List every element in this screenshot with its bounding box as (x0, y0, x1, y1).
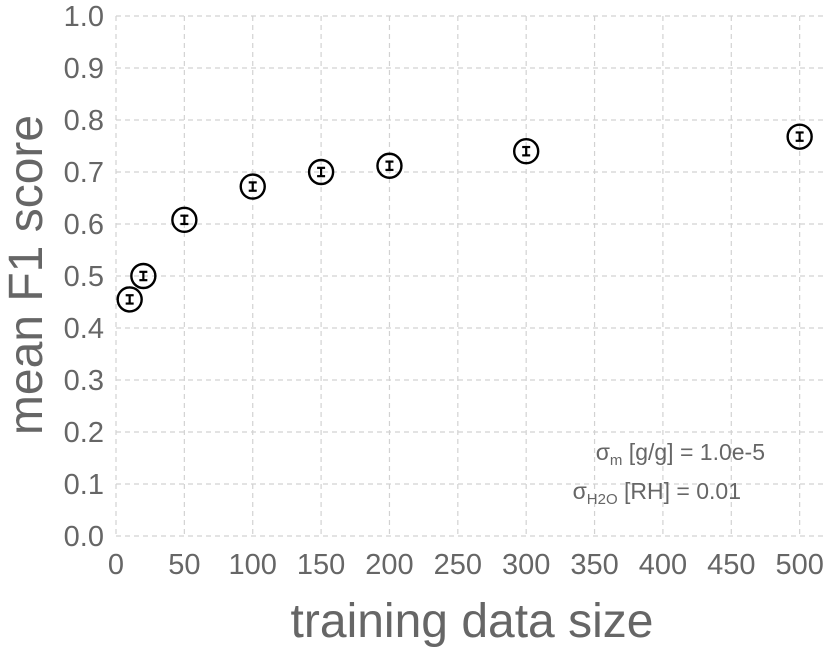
annotation-sigma-m-symbol: σ (596, 439, 610, 465)
annotation-sigma-h2o-symbol: σ (573, 478, 587, 504)
y-axis-ticks: 0.0 0.1 0.2 0.3 0.4 0.5 0.6 0.7 0.8 0.9 1.0 (64, 1, 104, 553)
y-tick-label: 0.3 (64, 365, 104, 397)
data-point (376, 152, 403, 179)
x-tick-label: 300 (502, 549, 550, 581)
annotation-sigma-m: σm [g/g] = 1.0e-5 (596, 439, 765, 469)
y-axis-title: mean F1 score (0, 115, 53, 435)
data-point (116, 286, 143, 313)
y-tick-label: 0.8 (64, 105, 104, 137)
y-tick-label: 0.7 (64, 157, 104, 189)
data-point-marker (512, 137, 540, 165)
data-point (786, 123, 813, 150)
data-point-marker (116, 286, 143, 313)
grid-lines (115, 15, 827, 537)
y-tick-label: 0.5 (64, 261, 104, 293)
x-tick-label: 50 (168, 549, 200, 581)
data-point (130, 262, 157, 290)
x-tick-label: 500 (775, 549, 823, 581)
annotation-sigma-h2o-text: [RH] = 0.01 (618, 478, 741, 504)
data-point-marker (239, 173, 266, 200)
x-tick-label: 350 (570, 549, 618, 581)
data-point-marker (307, 158, 335, 186)
data-point-marker (130, 262, 157, 290)
data-point (512, 137, 540, 165)
annotation-sigma-m-subscript: m (610, 452, 623, 469)
x-tick-label: 150 (297, 549, 345, 581)
y-tick-label: 0.6 (64, 209, 104, 241)
x-tick-label: 200 (365, 549, 413, 581)
annotation-sigma-h2o: σH2O [RH] = 0.01 (573, 478, 741, 508)
x-tick-label: 100 (229, 549, 277, 581)
x-tick-label: 250 (434, 549, 482, 581)
data-point-marker (171, 206, 198, 234)
data-points (116, 123, 813, 313)
data-point (307, 158, 335, 186)
data-point-marker (786, 123, 813, 150)
annotation-sigma-h2o-subscript: H2O (587, 491, 618, 508)
data-point-marker (376, 152, 403, 179)
x-axis-ticks: 0 50 100 150 200 250 300 350 400 450 500 (108, 549, 824, 581)
x-tick-label: 0 (108, 549, 124, 581)
y-tick-label: 0.2 (64, 417, 104, 449)
y-tick-label: 0.9 (64, 53, 104, 85)
x-tick-label: 450 (707, 549, 755, 581)
annotation-sigma-m-text: [g/g] = 1.0e-5 (622, 439, 765, 465)
data-point (239, 173, 266, 200)
y-tick-label: 0.4 (64, 313, 104, 345)
y-tick-label: 0.1 (64, 469, 104, 501)
x-tick-label: 400 (639, 549, 687, 581)
x-axis-title: training data size (291, 595, 654, 648)
y-tick-label: 0.0 (64, 521, 104, 553)
y-tick-label: 1.0 (64, 1, 104, 33)
data-point (171, 206, 198, 234)
